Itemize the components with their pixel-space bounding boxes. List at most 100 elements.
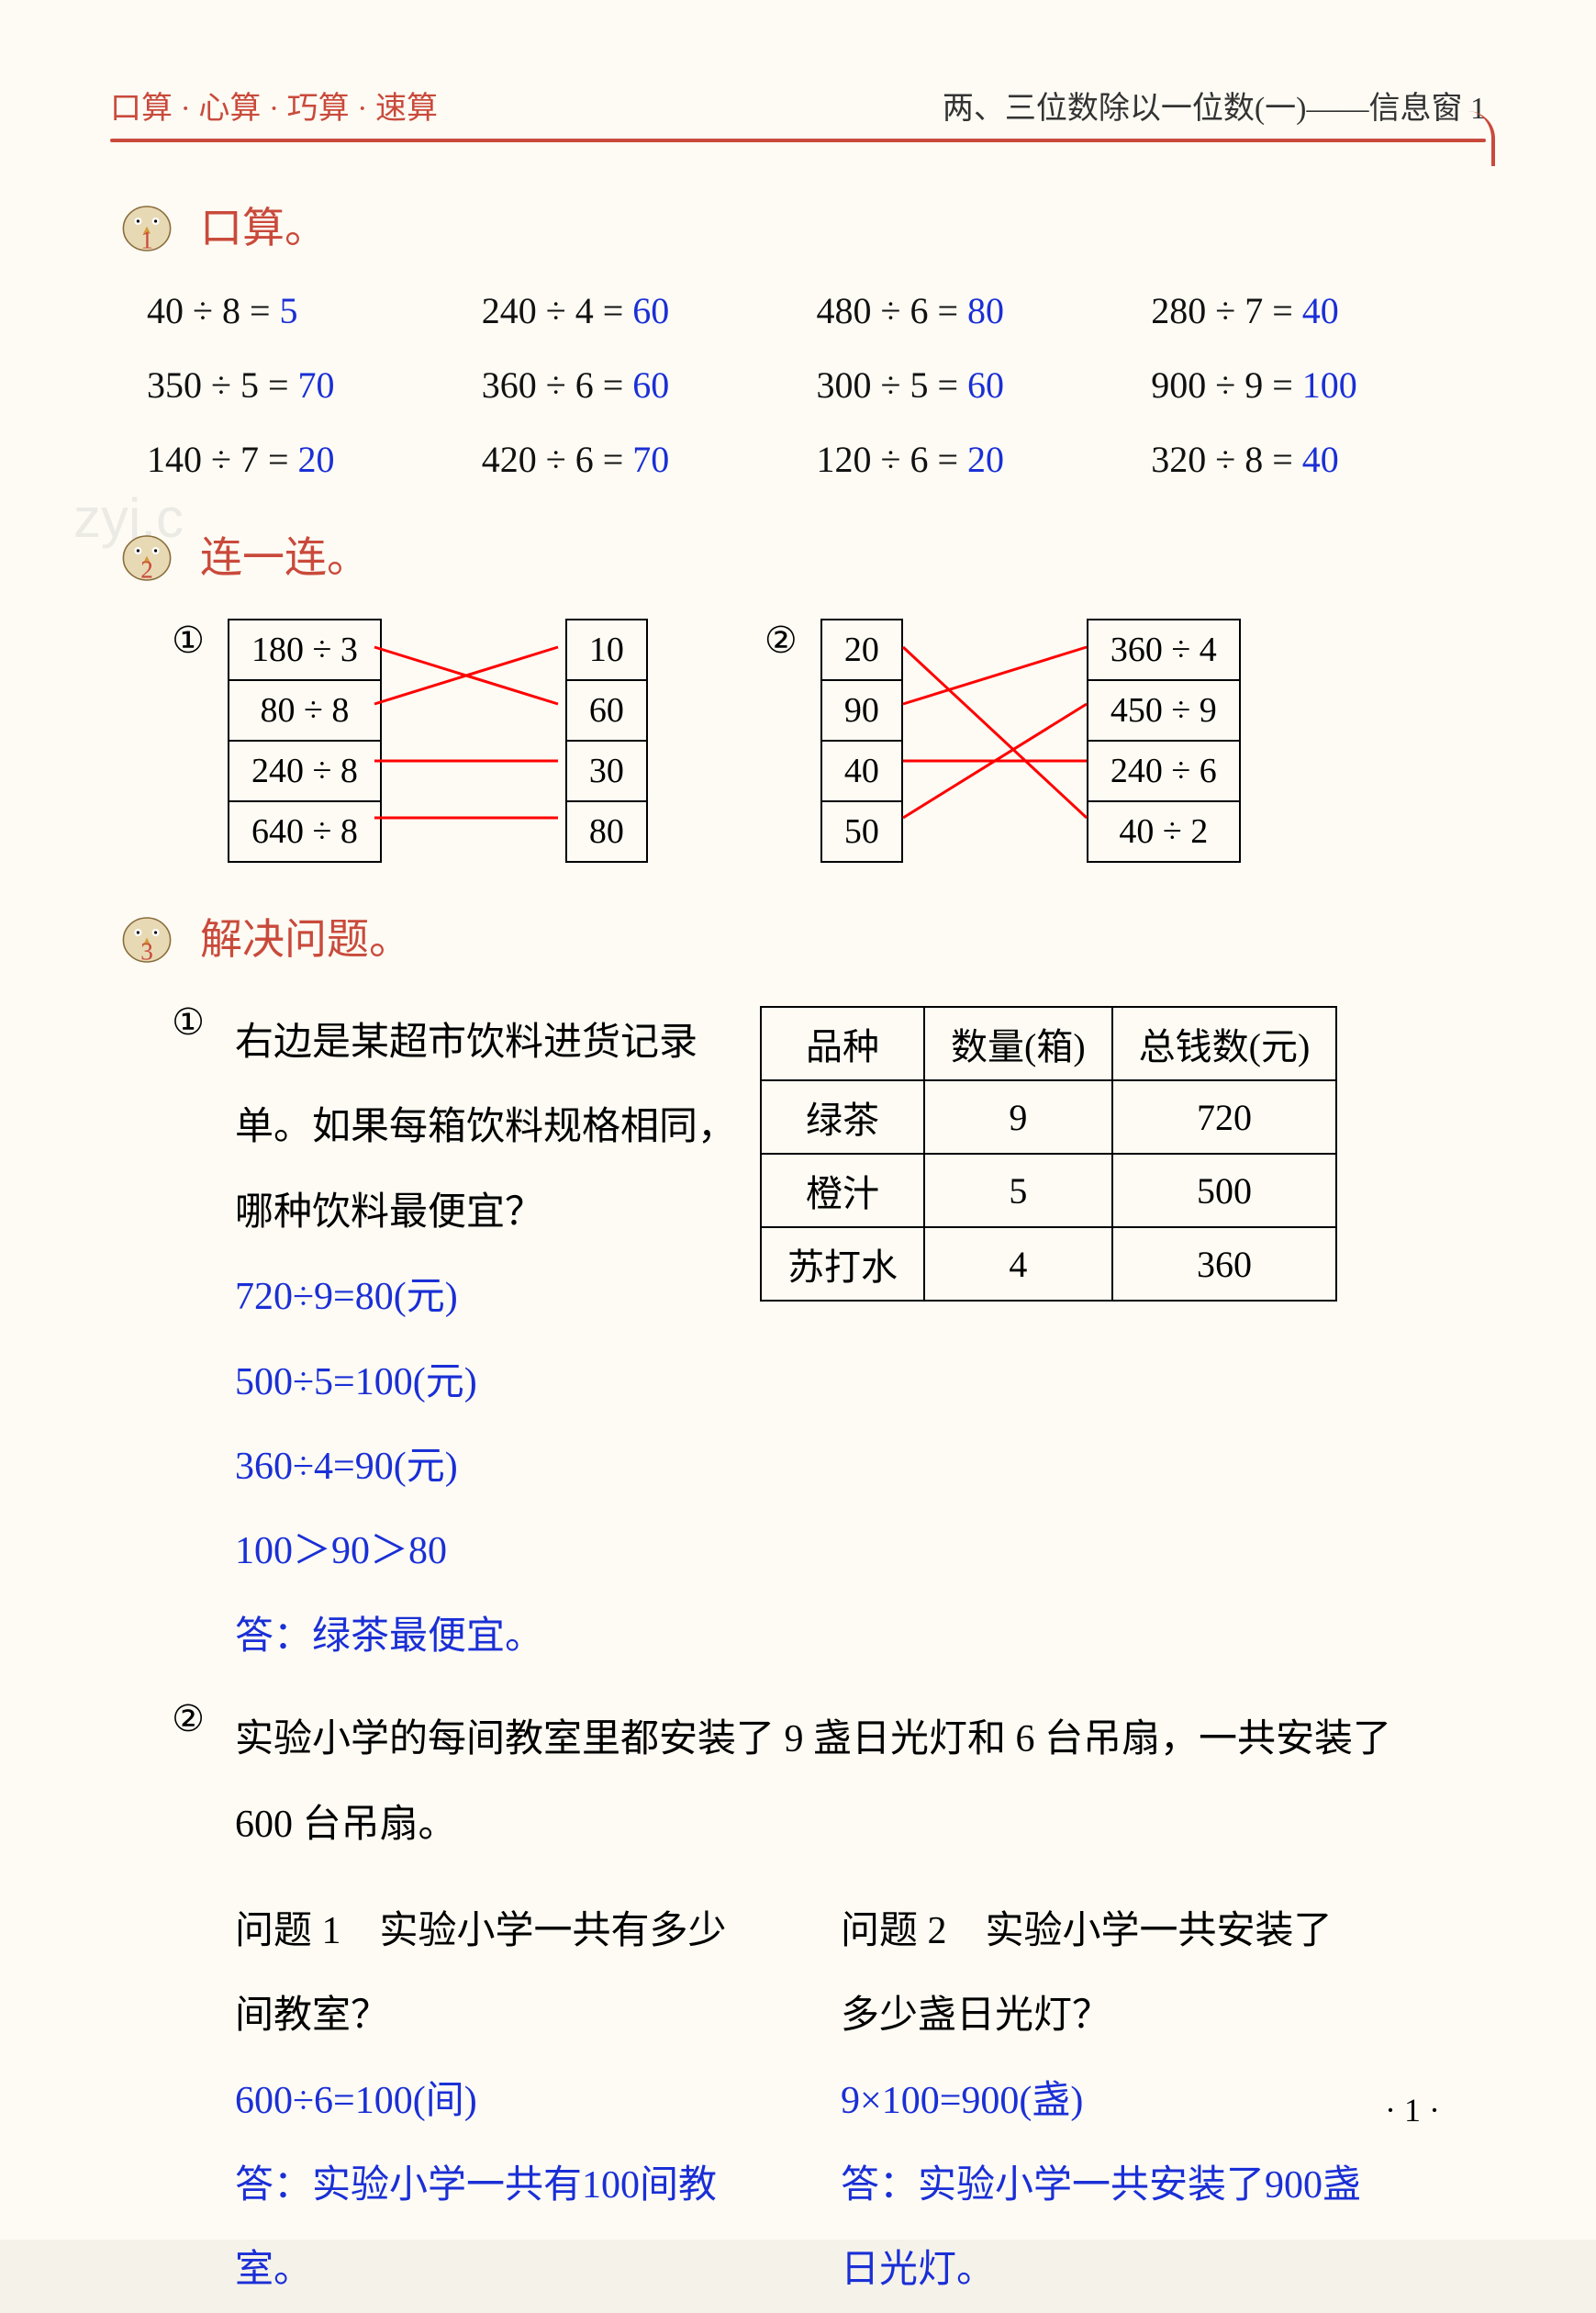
answer-line: 600÷6=100(间) — [235, 2059, 786, 2143]
q3-body: ① 右边是某超市饮料进货记录 单。如果每箱饮料规格相同， 哪种饮料最便宜？ 72… — [165, 1000, 1486, 1679]
match-left-cell: 40 — [820, 740, 903, 800]
q3p1-line2: 哪种饮料最便宜？ — [235, 1170, 736, 1255]
table-header: 数量(箱) — [924, 1007, 1112, 1080]
page-number: · 1 · — [1385, 2091, 1440, 2129]
match-right-cell: 30 — [565, 740, 648, 800]
match-left-cell: 20 — [820, 619, 903, 679]
match-left-cell: 240 ÷ 8 — [228, 740, 382, 800]
problem-2: 480 ÷ 6 = 80 — [817, 289, 1152, 332]
q3p1-answer-line: 500÷5=100(元) — [235, 1340, 736, 1425]
header-left: 口算 · 心算 · 巧算 · 速算 — [110, 83, 438, 128]
q3p2-right-q2: 多少盏日光灯？ — [841, 1973, 1391, 2058]
answer-line: 答：实验小学一共安装了900盏 — [841, 2143, 1391, 2228]
header: 口算 · 心算 · 巧算 · 速算 两、三位数除以一位数(一)——信息窗 1 — [110, 83, 1486, 128]
answer-line: 9×100=900(盏) — [841, 2059, 1391, 2143]
problems-grid: 40 ÷ 8 = 5240 ÷ 4 = 60480 ÷ 6 = 80280 ÷ … — [147, 289, 1486, 481]
problem-expr: 320 ÷ 8 = — [1151, 439, 1302, 480]
q3-part-2: ② 实验小学的每间教室里都安装了 9 盏日光灯和 6 台吊扇，一共安装了 600… — [165, 1697, 1486, 2313]
match-right-cell: 60 — [565, 679, 648, 740]
match-group-2: ② 20904050 360 ÷ 4450 ÷ 9240 ÷ 640 ÷ 2 — [758, 619, 1241, 863]
problem-8: 140 ÷ 7 = 20 — [147, 438, 482, 481]
match-line — [374, 647, 558, 704]
match-line — [903, 647, 1087, 704]
q3p1-answer-line: 720÷9=80(元) — [235, 1255, 736, 1339]
problem-expr: 300 ÷ 5 = — [817, 364, 968, 406]
table-row: 橙汁5500 — [761, 1154, 1336, 1227]
q3p2-intro-0: 实验小学的每间教室里都安装了 9 盏日光灯和 6 台吊扇，一共安装了 — [235, 1697, 1391, 1782]
section-2: 2 连一连。 ① 180 ÷ 380 ÷ 8240 ÷ 8640 ÷ 8 106… — [110, 518, 1486, 863]
match-group-1-label: ① — [165, 619, 211, 662]
match-left-cell: 80 ÷ 8 — [228, 679, 382, 740]
q3p2-right: 问题 2 实验小学一共安装了 多少盏日光灯？ 9×100=900(盏)答：实验小… — [841, 1889, 1391, 2313]
drinks-table: 品种数量(箱)总钱数(元)绿茶9720橙汁5500苏打水4360 — [760, 1006, 1337, 1302]
header-right: 两、三位数除以一位数(一)——信息窗 1 — [943, 83, 1486, 128]
table-cell: 绿茶 — [761, 1080, 924, 1154]
section-3: 3 解决问题。 ① 右边是某超市饮料进货记录 单。如果每箱饮料规格相同， 哪种饮… — [110, 900, 1486, 2313]
section-3-head: 3 解决问题。 — [110, 900, 1486, 973]
table-header: 品种 — [761, 1007, 924, 1080]
svg-text:2: 2 — [140, 556, 153, 584]
table-cell: 720 — [1112, 1080, 1337, 1154]
bird-icon: 2 — [110, 518, 184, 591]
problem-expr: 140 ÷ 7 = — [147, 439, 298, 480]
q3-part-1: ① 右边是某超市饮料进货记录 单。如果每箱饮料规格相同， 哪种饮料最便宜？ 72… — [165, 1000, 1486, 1679]
problem-expr: 120 ÷ 6 = — [817, 439, 968, 480]
problem-answer: 20 — [298, 439, 335, 480]
match-left-cell: 90 — [820, 679, 903, 740]
table-header: 总钱数(元) — [1112, 1007, 1337, 1080]
problem-answer: 70 — [298, 364, 335, 406]
problem-answer: 80 — [967, 290, 1004, 331]
q3p2-left-q: 问题 1 实验小学一共有多少 — [235, 1889, 786, 1973]
svg-text:1: 1 — [140, 227, 153, 254]
match-group-2-label: ② — [758, 619, 804, 662]
q3p2-left: 问题 1 实验小学一共有多少 间教室？ 600÷6=100(间)答：实验小学一共… — [235, 1889, 786, 2313]
header-rule — [110, 139, 1486, 142]
q3p2-left-q2: 间教室？ — [235, 1973, 786, 2058]
problem-expr: 480 ÷ 6 = — [817, 290, 968, 331]
problem-expr: 40 ÷ 8 = — [147, 290, 280, 331]
bird-icon: 1 — [110, 188, 184, 262]
q3-part-1-left: 右边是某超市饮料进货记录 单。如果每箱饮料规格相同， 哪种饮料最便宜？ 720÷… — [235, 1000, 736, 1679]
table-cell: 360 — [1112, 1227, 1337, 1301]
q3-part-2-label: ② — [165, 1697, 211, 2313]
problem-answer: 60 — [632, 364, 669, 406]
q3p2-right-q: 问题 2 实验小学一共安装了 — [841, 1889, 1391, 1973]
table-row: 绿茶9720 — [761, 1080, 1336, 1154]
match-right-cell: 450 ÷ 9 — [1087, 679, 1241, 740]
match-area: ① 180 ÷ 380 ÷ 8240 ÷ 8640 ÷ 8 10603080 ②… — [165, 619, 1486, 863]
match-box-2: 20904050 360 ÷ 4450 ÷ 9240 ÷ 640 ÷ 2 — [820, 619, 1241, 863]
problem-0: 40 ÷ 8 = 5 — [147, 289, 482, 332]
problem-4: 350 ÷ 5 = 70 — [147, 363, 482, 407]
table-cell: 橙汁 — [761, 1154, 924, 1227]
section-2-title: 连一连。 — [200, 524, 369, 585]
problem-answer: 70 — [632, 439, 669, 480]
match-right-cell: 240 ÷ 6 — [1087, 740, 1241, 800]
problem-answer: 40 — [1302, 290, 1339, 331]
table-cell: 4 — [924, 1227, 1112, 1301]
q3p1-answer-line: 100＞90＞80 — [235, 1509, 736, 1593]
problem-answer: 60 — [632, 290, 669, 331]
match-group-1: ① 180 ÷ 380 ÷ 8240 ÷ 8640 ÷ 8 10603080 — [165, 619, 648, 863]
answer-line: 答：实验小学一共有100间教室。 — [235, 2143, 786, 2313]
match-line — [903, 647, 1087, 818]
q3p2-intro-1: 600 台吊扇。 — [235, 1782, 1391, 1867]
q3p1-line0: 右边是某超市饮料进货记录 — [235, 1000, 736, 1085]
table-row: 苏打水4360 — [761, 1227, 1336, 1301]
section-1: 1 口算。 40 ÷ 8 = 5240 ÷ 4 = 60480 ÷ 6 = 80… — [110, 188, 1486, 481]
problem-6: 300 ÷ 5 = 60 — [817, 363, 1152, 407]
bird-icon: 3 — [110, 900, 184, 973]
page: 口算 · 心算 · 巧算 · 速算 两、三位数除以一位数(一)——信息窗 1 z… — [0, 0, 1596, 2240]
problem-expr: 280 ÷ 7 = — [1151, 290, 1302, 331]
problem-11: 320 ÷ 8 = 40 — [1151, 438, 1486, 481]
match-right-cell: 80 — [565, 800, 648, 863]
match-line — [903, 704, 1087, 818]
q3p2-two-col: 问题 1 实验小学一共有多少 间教室？ 600÷6=100(间)答：实验小学一共… — [235, 1889, 1391, 2313]
problem-1: 240 ÷ 4 = 60 — [482, 289, 817, 332]
match-line — [374, 647, 558, 704]
problem-answer: 60 — [967, 364, 1004, 406]
table-cell: 500 — [1112, 1154, 1337, 1227]
match-box-1: 180 ÷ 380 ÷ 8240 ÷ 8640 ÷ 8 10603080 — [228, 619, 648, 863]
match-right-cell: 10 — [565, 619, 648, 679]
problem-3: 280 ÷ 7 = 40 — [1151, 289, 1486, 332]
problem-expr: 350 ÷ 5 = — [147, 364, 298, 406]
